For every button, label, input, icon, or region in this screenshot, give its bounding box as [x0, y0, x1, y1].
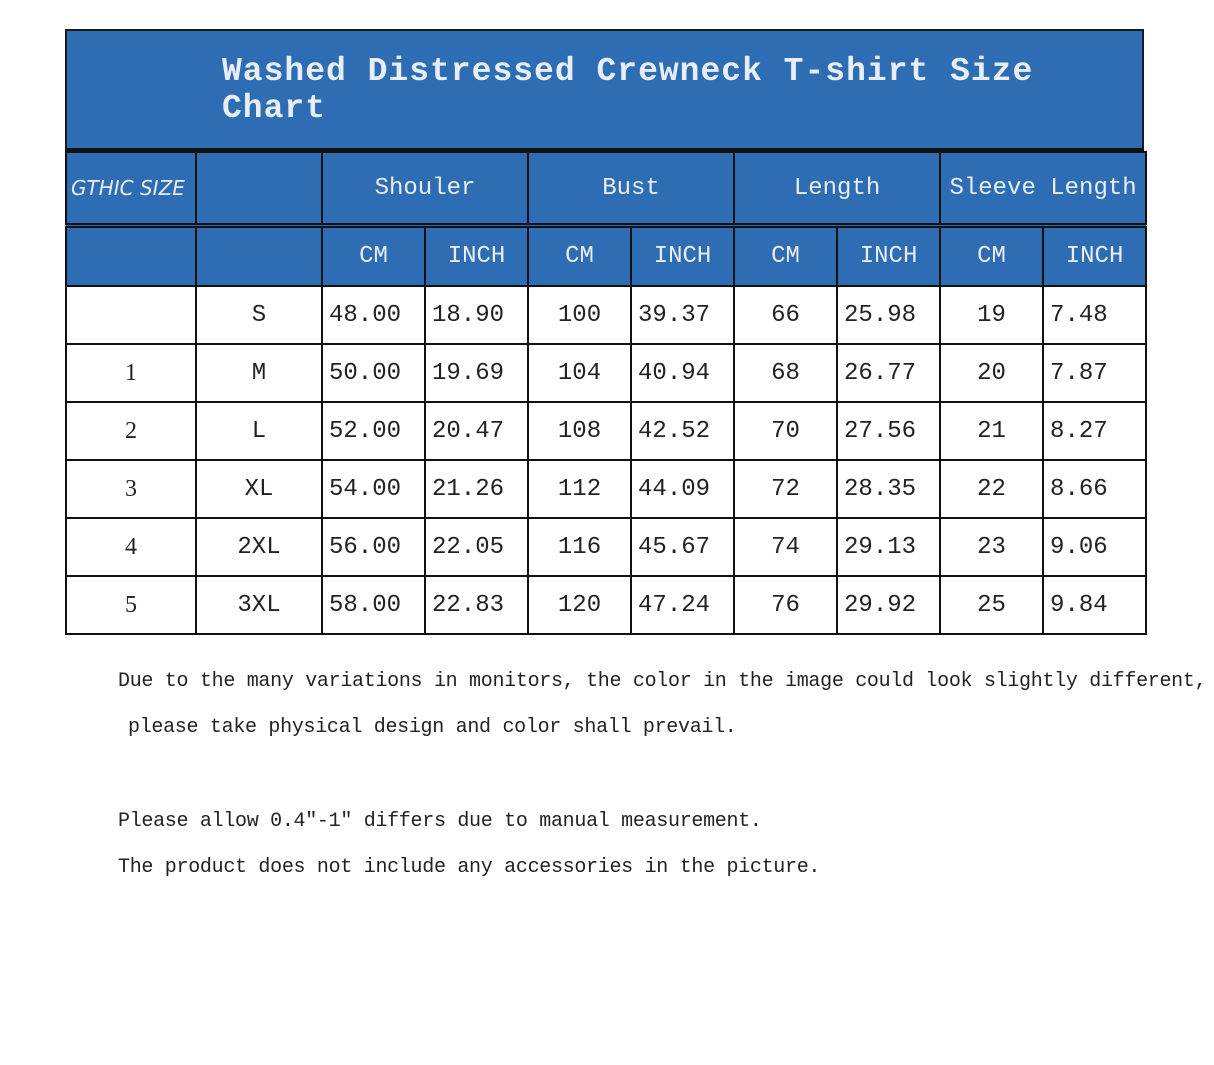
unit-header: CM	[939, 223, 1045, 287]
measurement-cell: 68	[733, 343, 839, 403]
row-index: 1	[65, 343, 197, 403]
table-row: 4 2XL 56.00 22.05 116 45.67 74 29.13 23 9.06	[65, 517, 1148, 577]
measurement-cell: 50.00	[321, 343, 426, 403]
measurement-cell: 108	[527, 401, 633, 461]
table-row: 3 XL 54.00 21.26 112 44.09 72 28.35 22 8.66	[65, 459, 1148, 519]
measurement-cell: 8.66	[1042, 459, 1148, 519]
measurement-cell: 25.98	[836, 285, 942, 345]
row-index: 2	[65, 401, 197, 461]
measurement-cell: 70	[733, 401, 839, 461]
unit-header: INCH	[1042, 223, 1148, 287]
measurement-cell: 27.56	[836, 401, 942, 461]
measurement-cell: 42.52	[630, 401, 736, 461]
note-line: please take physical design and color sh…	[128, 716, 737, 739]
table-row: 1 M 50.00 19.69 104 40.94 68 26.77 20 7.87	[65, 343, 1148, 403]
note-line: Please allow 0.4"-1" differs due to manu…	[118, 810, 762, 833]
header-blank	[195, 223, 323, 287]
measurement-cell: 26.77	[836, 343, 942, 403]
unit-header: CM	[527, 223, 633, 287]
measurement-cell: 9.84	[1042, 575, 1148, 635]
measurement-cell: 22.83	[423, 575, 530, 635]
measurement-cell: 104	[527, 343, 633, 403]
size-cell: 3XL	[195, 575, 323, 635]
unit-header: INCH	[836, 223, 942, 287]
measurement-cell: 28.35	[836, 459, 942, 519]
size-cell: L	[195, 401, 323, 461]
measurement-cell: 58.00	[321, 575, 426, 635]
measurement-cell: 29.92	[836, 575, 942, 635]
unit-header: CM	[321, 223, 426, 287]
size-cell: S	[195, 285, 323, 345]
corner-label: GTHIC SIZE	[65, 151, 197, 227]
measurement-cell: 29.13	[836, 517, 942, 577]
header-row: GTHIC SIZE Shouler Bust Length Sleeve Le…	[65, 151, 1148, 227]
measurement-cell: 8.27	[1042, 401, 1148, 461]
measurement-cell: 20	[939, 343, 1045, 403]
measurement-cell: 22	[939, 459, 1045, 519]
size-cell: M	[195, 343, 323, 403]
measurement-cell: 21.26	[423, 459, 530, 519]
measurement-cell: 21	[939, 401, 1045, 461]
unit-row: CM INCH CM INCH CM INCH CM INCH	[65, 223, 1148, 287]
measurement-cell: 54.00	[321, 459, 426, 519]
size-table: GTHIC SIZE Shouler Bust Length Sleeve Le…	[65, 151, 1148, 635]
measurement-cell: 120	[527, 575, 633, 635]
measurement-cell: 45.67	[630, 517, 736, 577]
note-line: Due to the many variations in monitors, …	[118, 670, 1207, 693]
header-blank	[195, 151, 323, 227]
measurement-cell: 74	[733, 517, 839, 577]
unit-header: CM	[733, 223, 839, 287]
group-header: Bust	[527, 151, 736, 227]
measurement-cell: 23	[939, 517, 1045, 577]
group-header: Length	[733, 151, 942, 227]
measurement-cell: 48.00	[321, 285, 426, 345]
measurement-cell: 100	[527, 285, 633, 345]
measurement-cell: 72	[733, 459, 839, 519]
measurement-cell: 7.48	[1042, 285, 1148, 345]
measurement-cell: 39.37	[630, 285, 736, 345]
measurement-cell: 116	[527, 517, 633, 577]
row-index: 3	[65, 459, 197, 519]
measurement-cell: 18.90	[423, 285, 530, 345]
measurement-cell: 19.69	[423, 343, 530, 403]
row-index: 5	[65, 575, 197, 635]
unit-header: INCH	[423, 223, 530, 287]
measurement-cell: 22.05	[423, 517, 530, 577]
measurement-cell: 44.09	[630, 459, 736, 519]
note-line: The product does not include any accesso…	[118, 856, 821, 879]
measurement-cell: 7.87	[1042, 343, 1148, 403]
measurement-cell: 56.00	[321, 517, 426, 577]
measurement-cell: 25	[939, 575, 1045, 635]
header-blank	[65, 223, 197, 287]
table-row: 2 L 52.00 20.47 108 42.52 70 27.56 21 8.27	[65, 401, 1148, 461]
measurement-cell: 40.94	[630, 343, 736, 403]
measurement-cell: 47.24	[630, 575, 736, 635]
group-header: Sleeve Length	[939, 151, 1148, 227]
unit-header: INCH	[630, 223, 736, 287]
row-index	[65, 285, 197, 345]
size-cell: 2XL	[195, 517, 323, 577]
measurement-cell: 112	[527, 459, 633, 519]
measurement-cell: 76	[733, 575, 839, 635]
size-chart: Washed Distressed Crewneck T-shirt Size …	[65, 29, 1148, 635]
table-row: 5 3XL 58.00 22.83 120 47.24 76 29.92 25 9.84	[65, 575, 1148, 635]
group-header: Shouler	[320, 151, 530, 227]
chart-title: Washed Distressed Crewneck T-shirt Size …	[65, 29, 1144, 151]
measurement-cell: 66	[733, 285, 839, 345]
table-row: S 48.00 18.90 100 39.37 66 25.98 19 7.48	[65, 285, 1148, 345]
measurement-cell: 19	[939, 285, 1045, 345]
measurement-cell: 52.00	[321, 401, 426, 461]
measurement-cell: 9.06	[1042, 517, 1148, 577]
size-cell: XL	[195, 459, 323, 519]
measurement-cell: 20.47	[423, 401, 530, 461]
row-index: 4	[65, 517, 197, 577]
